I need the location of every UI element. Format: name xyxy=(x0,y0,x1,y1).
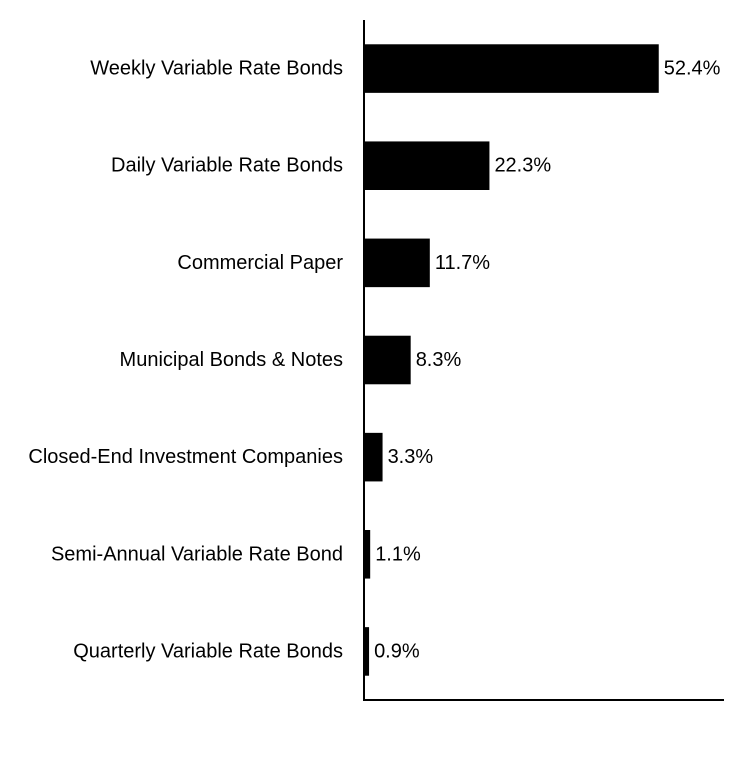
category-label: Weekly Variable Rate Bonds xyxy=(90,58,343,80)
category-label: Semi-Annual Variable Rate Bond xyxy=(51,543,343,565)
category-label: Municipal Bonds & Notes xyxy=(120,349,343,371)
data-label: 1.1% xyxy=(375,543,421,565)
category-labels-group: Weekly Variable Rate Bonds Daily Variable… xyxy=(28,58,343,663)
category-label: Daily Variable Rate Bonds xyxy=(111,155,343,177)
data-label: 0.9% xyxy=(374,640,420,662)
value-labels-group: 52.4% 22.3% 11.7% 8.3% 3.3% 1.1% 0.9% xyxy=(374,58,721,663)
data-label: 52.4% xyxy=(664,58,721,80)
bar xyxy=(364,432,383,482)
category-label: Closed-End Investment Companies xyxy=(28,446,343,468)
bars-group xyxy=(364,44,659,676)
bar xyxy=(364,627,370,676)
data-label: 11.7% xyxy=(435,252,490,274)
category-label: Commercial Paper xyxy=(177,252,343,274)
data-label: 3.3% xyxy=(388,446,434,468)
bar xyxy=(364,335,411,385)
bar xyxy=(364,530,371,579)
bar xyxy=(364,44,659,93)
bar xyxy=(364,238,430,288)
data-label: 8.3% xyxy=(416,349,462,371)
category-label: Quarterly Variable Rate Bonds xyxy=(73,640,343,662)
bar xyxy=(364,141,490,190)
data-label: 22.3% xyxy=(494,155,551,177)
